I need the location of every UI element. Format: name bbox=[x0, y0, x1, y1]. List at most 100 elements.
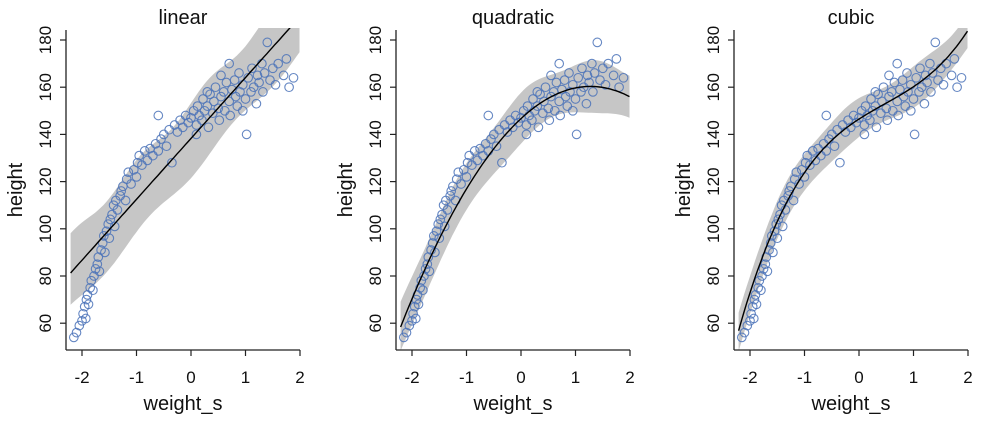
data-point bbox=[216, 91, 226, 102]
data-point bbox=[456, 179, 466, 189]
data-point bbox=[802, 150, 813, 161]
data-point bbox=[532, 87, 543, 97]
data-point bbox=[893, 110, 904, 121]
data-point bbox=[422, 259, 433, 270]
data-point bbox=[278, 70, 289, 81]
data-point bbox=[497, 157, 507, 168]
data-point bbox=[116, 186, 127, 196]
data-point bbox=[555, 110, 566, 121]
data-point bbox=[288, 72, 299, 83]
y-tick-label: 160 bbox=[36, 73, 55, 101]
data-point bbox=[528, 94, 538, 104]
data-point bbox=[860, 101, 871, 111]
data-point bbox=[104, 233, 115, 244]
data-point bbox=[749, 294, 760, 305]
data-point bbox=[600, 79, 611, 90]
data-point bbox=[571, 129, 582, 140]
data-point bbox=[805, 160, 815, 170]
x-tick-label: -1 bbox=[129, 368, 144, 387]
data-point bbox=[865, 115, 875, 126]
data-point bbox=[810, 155, 821, 166]
data-point bbox=[191, 120, 202, 130]
panel-title: linear bbox=[159, 7, 208, 29]
data-point bbox=[760, 259, 771, 270]
data-point bbox=[908, 94, 919, 104]
data-point bbox=[870, 87, 881, 97]
plot-area bbox=[398, 37, 630, 350]
data-point bbox=[748, 313, 759, 324]
data-point bbox=[521, 129, 532, 140]
data-point bbox=[892, 58, 903, 69]
data-point bbox=[567, 105, 578, 116]
data-point bbox=[83, 299, 94, 310]
y-tick-label: 120 bbox=[704, 167, 723, 195]
data-point bbox=[554, 58, 565, 69]
data-point bbox=[401, 327, 412, 338]
data-point bbox=[510, 110, 521, 121]
data-point bbox=[483, 110, 494, 121]
data-point bbox=[739, 327, 750, 338]
data-point bbox=[252, 70, 263, 81]
data-point bbox=[180, 110, 191, 121]
x-tick-label: -2 bbox=[74, 368, 89, 387]
data-point bbox=[251, 98, 262, 109]
data-point bbox=[105, 214, 116, 225]
data-point bbox=[491, 141, 502, 152]
data-point bbox=[773, 214, 784, 225]
x-axis-label: weight_s bbox=[473, 393, 553, 415]
x-tick-label: 1 bbox=[909, 368, 918, 387]
data-point bbox=[467, 160, 477, 170]
data-point bbox=[926, 87, 936, 97]
data-point bbox=[897, 75, 908, 85]
data-point bbox=[920, 70, 931, 81]
panel-quadratic: -2 -1 0 1 2 60 80 100 120 140 160 180 quadratic weigh… bbox=[335, 7, 635, 415]
data-point bbox=[94, 266, 105, 277]
data-point bbox=[214, 115, 225, 126]
data-point bbox=[859, 129, 870, 140]
y-tick-label: 140 bbox=[704, 120, 723, 148]
data-point bbox=[120, 195, 131, 206]
data-point bbox=[859, 120, 870, 130]
data-point bbox=[446, 186, 457, 196]
data-point bbox=[581, 98, 592, 109]
data-point bbox=[404, 320, 415, 331]
data-point bbox=[213, 103, 224, 114]
data-point bbox=[131, 172, 142, 182]
data-point bbox=[81, 294, 92, 305]
data-point bbox=[153, 110, 164, 121]
data-point bbox=[433, 219, 444, 229]
data-point bbox=[927, 68, 938, 78]
data-point bbox=[829, 141, 840, 152]
x-tick-label: 0 bbox=[516, 368, 525, 387]
x-tick-label: 1 bbox=[571, 368, 580, 387]
data-point bbox=[559, 75, 570, 85]
mean-fit-line bbox=[70, 28, 291, 274]
data-point bbox=[469, 146, 480, 156]
data-point bbox=[177, 122, 188, 133]
data-point bbox=[949, 54, 960, 64]
data-point bbox=[197, 115, 207, 126]
data-point bbox=[902, 68, 912, 78]
x-tick-label: 2 bbox=[625, 368, 634, 387]
x-tick-label: -2 bbox=[404, 368, 419, 387]
data-point bbox=[900, 101, 911, 111]
x-tick-label: 0 bbox=[186, 368, 195, 387]
data-point bbox=[234, 68, 244, 78]
data-point bbox=[570, 94, 581, 104]
data-point bbox=[241, 129, 252, 140]
data-point bbox=[98, 231, 109, 241]
data-point bbox=[522, 101, 533, 111]
data-point bbox=[878, 82, 889, 93]
data-point bbox=[439, 221, 450, 232]
panel-cubic: -2 -1 0 1 2 60 80 100 120 140 160 180 cubic weight_s h… bbox=[673, 7, 973, 415]
data-point bbox=[486, 134, 496, 144]
data-point bbox=[925, 58, 935, 69]
data-point bbox=[772, 233, 783, 244]
data-point bbox=[68, 332, 79, 343]
data-point bbox=[544, 115, 555, 126]
data-point bbox=[881, 103, 892, 114]
y-axis-label: height bbox=[673, 162, 695, 217]
x-tick-label: 1 bbox=[241, 368, 250, 387]
data-point bbox=[608, 70, 619, 81]
x-tick-label: 0 bbox=[854, 368, 863, 387]
